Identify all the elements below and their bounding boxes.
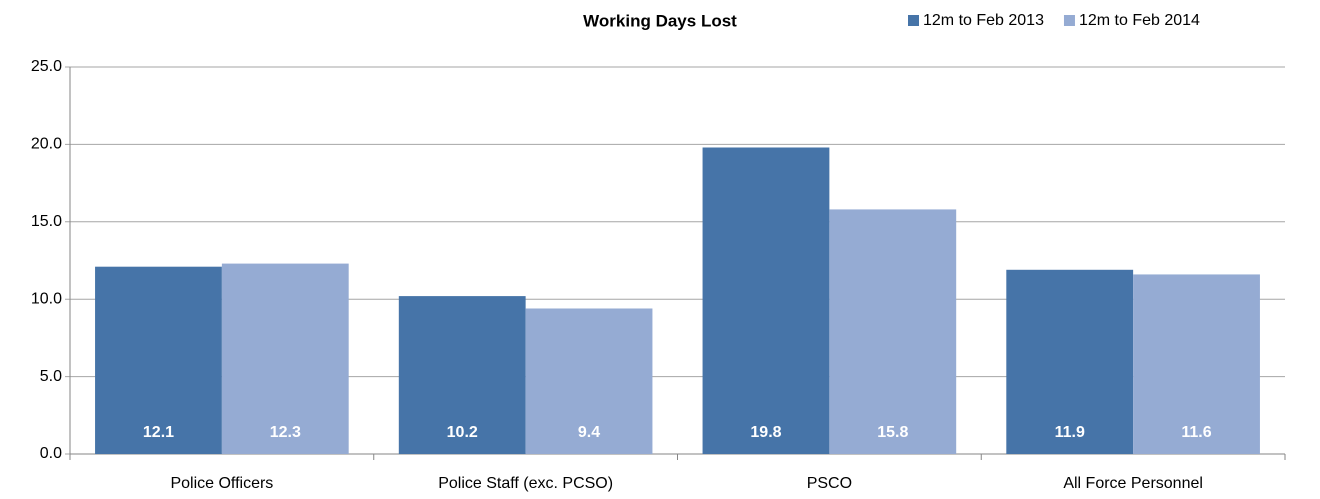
x-tick-label: PSCO <box>807 475 852 492</box>
bar <box>1133 274 1260 454</box>
bar <box>221 263 349 454</box>
bar <box>702 147 830 454</box>
data-label: 9.4 <box>578 424 600 441</box>
data-label: 12.1 <box>143 424 174 441</box>
y-tick-label: 10.0 <box>31 290 62 307</box>
data-label: 15.8 <box>877 424 908 441</box>
y-tick-label: 15.0 <box>31 213 62 230</box>
bar <box>525 308 653 454</box>
legend-swatch <box>1063 15 1075 26</box>
data-label: 10.2 <box>447 424 478 441</box>
legend-label: 12m to Feb 2013 <box>923 12 1044 29</box>
x-tick-label: All Force Personnel <box>1063 475 1203 492</box>
data-label: 19.8 <box>750 424 781 441</box>
y-tick-label: 25.0 <box>31 58 62 75</box>
data-label: 12.3 <box>270 424 301 441</box>
y-tick-label: 5.0 <box>40 368 62 385</box>
data-label: 11.6 <box>1181 424 1211 441</box>
bar <box>95 266 222 454</box>
bar <box>829 209 957 454</box>
x-tick-label: Police Staff (exc. PCSO) <box>438 475 613 492</box>
data-label: 11.9 <box>1055 424 1085 441</box>
legend-swatch <box>908 15 919 26</box>
chart-title: Working Days Lost <box>583 11 737 30</box>
x-tick-label: Police Officers <box>170 475 273 492</box>
y-tick-label: 0.0 <box>40 445 62 462</box>
bar <box>1006 269 1134 454</box>
y-tick-label: 20.0 <box>31 136 62 153</box>
bar <box>398 296 526 454</box>
legend-label: 12m to Feb 2014 <box>1079 12 1200 29</box>
